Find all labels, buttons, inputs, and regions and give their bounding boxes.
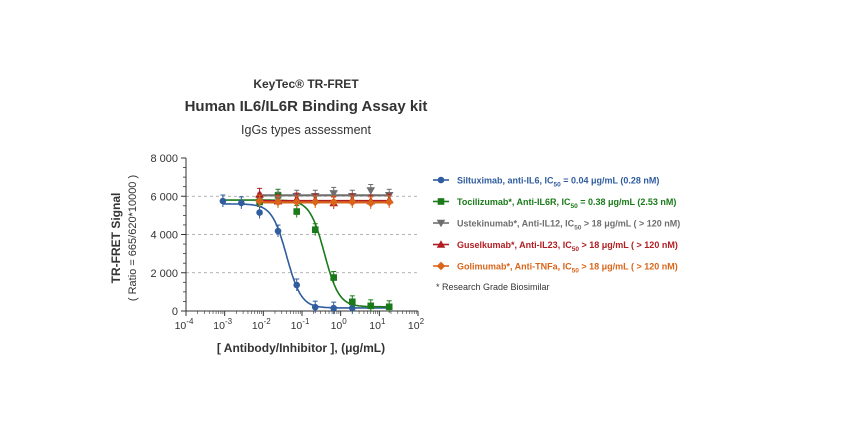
data-point: [310, 197, 320, 207]
fit-curves: [222, 194, 390, 309]
data-point: [330, 304, 337, 312]
grid-lines: [186, 195, 418, 274]
data-point: [348, 197, 357, 207]
y-axis-label: TR-FRET Signal: [109, 193, 123, 284]
data-point: [293, 208, 301, 215]
footnote: * Research Grade Biosimilar: [436, 282, 550, 292]
data-point: [238, 199, 245, 207]
fit-curve: [222, 199, 390, 308]
data-point: [255, 196, 264, 206]
axes: 0 2 000 4 000 6 000 8 000 10-4 10-3 10-2 10-1 100…: [150, 153, 424, 332]
data-point: [219, 197, 227, 205]
data-point: [366, 187, 376, 195]
data-point: [367, 302, 375, 310]
fit-curve: [222, 203, 390, 309]
data-point: [311, 303, 319, 311]
data-point: [436, 240, 446, 248]
legend-label: Siltuximab, anti-IL6, IC50 = 0.04 μg/mL …: [457, 176, 659, 189]
legend-label: Golimumab*, Anti-TNFa, IC50 > 18 μg/mL (…: [457, 262, 678, 275]
y-axis-sublabel: ( Ratio = 665/620*10000 ): [127, 175, 139, 301]
x-axis-label: [ Antibody/Inhibitor ], (μg/mL): [217, 341, 385, 355]
data-point: [311, 226, 319, 234]
x-tick-label: 102: [408, 317, 425, 332]
data-point: [293, 281, 301, 289]
x-tick-label: 10-2: [252, 317, 271, 332]
data-point: [273, 197, 283, 207]
y-tick-label: 4 000: [150, 230, 178, 242]
x-tick-label: 101: [369, 317, 386, 332]
x-tick-label: 10-1: [291, 317, 310, 332]
data-point: [256, 209, 263, 216]
legend: Siltuximab, anti-IL6, IC50 = 0.04 μg/mL …: [433, 176, 680, 275]
data-point: [436, 219, 446, 228]
data-points: [219, 184, 394, 315]
y-tick-label: 6 000: [150, 191, 178, 203]
data-point: [330, 274, 337, 281]
data-point: [349, 304, 356, 312]
data-point: [437, 198, 445, 205]
y-tick-label: 0: [172, 306, 178, 318]
legend-label: Tocilizumab*, Anti-IL6R, IC50 = 0.38 μg/…: [457, 197, 676, 210]
data-point: [385, 303, 393, 311]
chart-subtitle: IgGs types assessment: [241, 123, 371, 137]
data-point: [329, 197, 338, 207]
x-tick-label: 10-4: [175, 317, 194, 332]
x-tick-label: 100: [331, 317, 348, 332]
data-point: [255, 190, 264, 198]
chart-title: Human IL6/IL6R Binding Assay kit: [185, 98, 428, 115]
data-point: [366, 198, 376, 208]
data-point: [437, 176, 445, 184]
y-tick-label: 8 000: [150, 153, 178, 165]
y-tick-label: 2 000: [150, 268, 178, 280]
data-point: [274, 227, 282, 235]
legend-label: Guselkumab*, Anti-IL23, IC50 > 18 μg/mL …: [457, 240, 678, 253]
legend-label: Ustekinumab*, Anti-IL12, IC50 > 18 μg/mL…: [457, 219, 680, 232]
data-point: [436, 261, 446, 271]
data-point: [349, 298, 356, 306]
x-tick-label: 10-3: [213, 317, 232, 332]
data-point: [292, 197, 302, 207]
chart-kicker: KeyTec® TR-FRET: [253, 77, 359, 91]
data-point: [384, 197, 394, 207]
data-point: [329, 190, 338, 198]
